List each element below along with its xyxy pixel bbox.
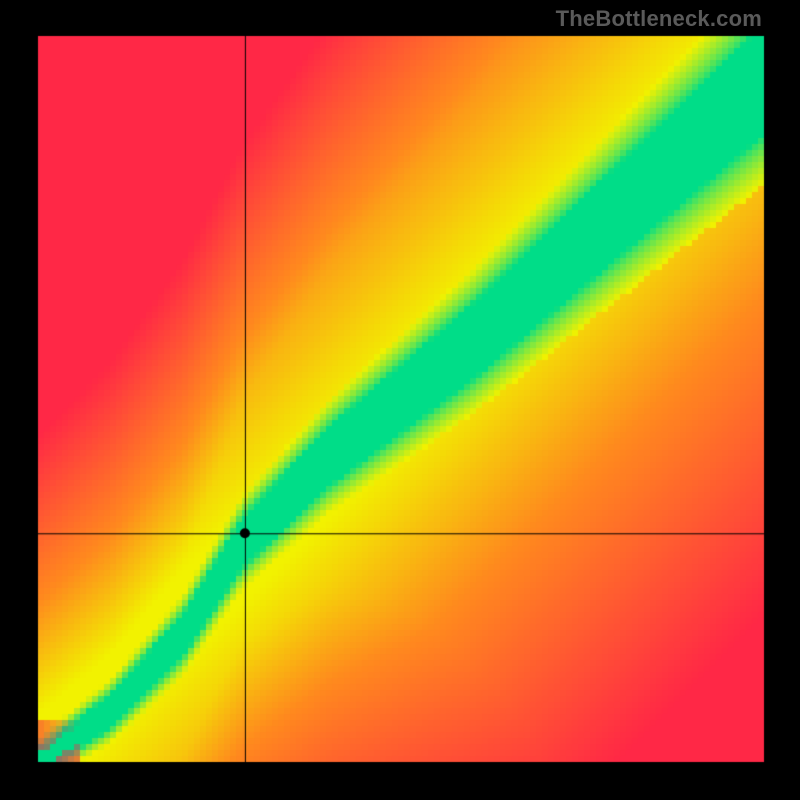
chart-container: { "watermark": { "text": "TheBottleneck.… — [0, 0, 800, 800]
bottleneck-heatmap — [0, 0, 800, 800]
watermark-text: TheBottleneck.com — [556, 6, 762, 32]
